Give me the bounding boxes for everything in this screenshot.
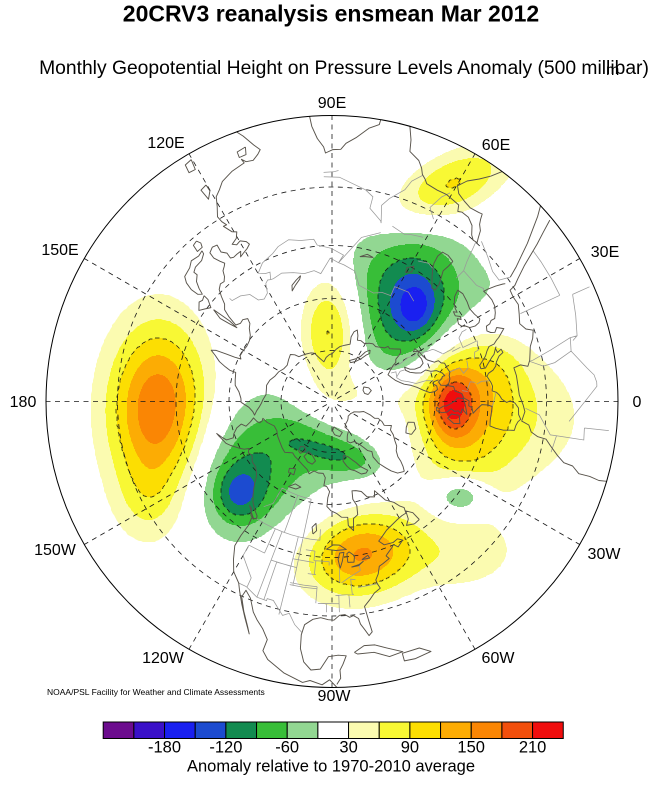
svg-text:NOAA/PSL Facility for Weather: NOAA/PSL Facility for Weather and Climat… [47, 687, 265, 697]
svg-text:150E: 150E [41, 242, 78, 259]
svg-text:Anomaly relative to 1970-2010: Anomaly relative to 1970-2010 average [187, 758, 475, 776]
svg-text:120W: 120W [142, 650, 185, 667]
svg-text:Monthly Geopotential Height on: Monthly Geopotential Height on Pressure … [39, 58, 649, 79]
svg-text:-60: -60 [275, 739, 299, 757]
svg-text:30E: 30E [591, 244, 619, 261]
svg-text:210: 210 [519, 739, 547, 757]
svg-text:120E: 120E [147, 135, 184, 152]
svg-text:60E: 60E [482, 137, 510, 154]
svg-text:150W: 150W [34, 542, 77, 559]
svg-text:60W: 60W [482, 650, 516, 667]
svg-text:-180: -180 [148, 739, 181, 757]
svg-text:20CRV3 reanalysis ensmean Mar: 20CRV3 reanalysis ensmean Mar 2012 [123, 1, 539, 27]
svg-text:90W: 90W [318, 688, 352, 705]
svg-text:30: 30 [339, 739, 357, 757]
svg-text:90E: 90E [318, 95, 346, 112]
svg-text:m: m [606, 62, 619, 79]
svg-text:-120: -120 [209, 739, 242, 757]
svg-text:90: 90 [401, 739, 419, 757]
svg-text:30W: 30W [588, 546, 622, 563]
svg-text:180: 180 [10, 394, 37, 411]
svg-text:150: 150 [457, 739, 485, 757]
svg-text:0: 0 [633, 394, 642, 411]
